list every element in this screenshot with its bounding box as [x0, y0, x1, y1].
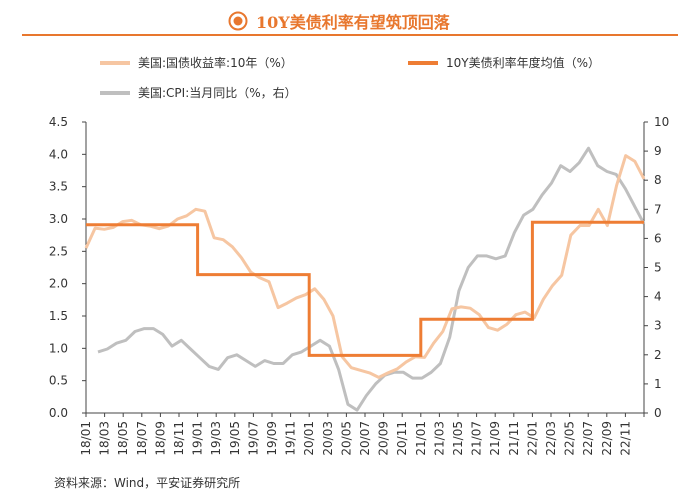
y-left-tick-label: 0.0 [49, 406, 68, 420]
chart-axes: 0.0 0.5 1.0 1.5 2.0 2.5 3.0 3.5 4.0 4.5 0 1 2 3 4 5 6 7 8 9… [49, 115, 669, 456]
y-right-tick-label: 8 [654, 173, 662, 187]
x-tick-label: 18/05 [116, 421, 130, 456]
x-tick-label: 20/11 [395, 421, 409, 456]
legend-label-yield: 美国:国债收益率:10年（%） [138, 56, 293, 70]
x-tick-label: 18/11 [172, 421, 186, 456]
chart-legend: 美国:国债收益率:10年（%） 10Y美债利率年度均值（%） 美国:CPI:当月… [0, 0, 700, 110]
chart-title: 10Y美债利率有望筑顶回落 [256, 13, 450, 32]
x-tick-label: 20/05 [339, 421, 353, 456]
title-row: 10Y美债利率有望筑顶回落 [0, 8, 700, 34]
legend-swatch-avg [408, 61, 438, 65]
chart-series [84, 146, 646, 412]
title-underline [22, 34, 678, 36]
legend-item-avg: 10Y美债利率年度均值（%） [408, 54, 668, 72]
annual-average-step-line [86, 220, 644, 357]
y-right-tick-label: 0 [654, 406, 662, 420]
x-tick-label: 21/03 [432, 421, 446, 456]
legend-swatch-yield [100, 61, 130, 65]
y-right-tick-label: 2 [654, 348, 662, 362]
x-tick-label: 21/05 [451, 421, 465, 456]
legend-item-cpi: 美国:CPI:当月同比（%，右） [100, 84, 380, 102]
y-left-tick-label: 0.5 [49, 374, 68, 388]
x-tick-label: 22/03 [544, 421, 558, 456]
x-tick-label: 18/09 [153, 421, 167, 456]
x-tick-label: 21/11 [507, 421, 521, 456]
legend-label-avg: 10Y美债利率年度均值（%） [446, 56, 601, 70]
x-tick-label: 19/09 [265, 421, 279, 456]
x-tick-label: 19/05 [228, 421, 242, 456]
x-tick-label: 22/05 [563, 421, 577, 456]
y-right-tick-label: 4 [654, 290, 662, 304]
target-circle-icon [228, 11, 248, 31]
legend-swatch-cpi [100, 91, 130, 95]
y-right-tick-label: 7 [654, 202, 662, 216]
yield-series-line [84, 154, 646, 379]
x-tick-label: 18/07 [135, 421, 149, 456]
x-tick-label: 19/01 [191, 421, 205, 456]
y-left-tick-label: 4.5 [49, 115, 68, 129]
x-tick-label: 20/09 [377, 421, 391, 456]
y-left-tick-label: 2.0 [49, 277, 68, 291]
y-right-tick-label: 1 [654, 377, 662, 391]
y-right-tick-label: 10 [654, 115, 669, 129]
x-tick-label: 20/01 [302, 421, 316, 456]
x-tick-label: 21/07 [470, 421, 484, 456]
x-tick-label: 22/07 [581, 421, 595, 456]
x-tick-label: 19/07 [246, 421, 260, 456]
cpi-series-line [97, 146, 646, 412]
y-left-tick-label: 2.5 [49, 244, 68, 258]
x-tick-label: 22/01 [525, 421, 539, 456]
x-tick-label: 22/11 [618, 421, 632, 456]
y-right-tick-label: 5 [654, 261, 662, 275]
y-left-tick-label: 4.0 [49, 147, 68, 161]
x-tick-label: 18/03 [98, 421, 112, 456]
x-tick-label: 21/01 [414, 421, 428, 456]
y-right-tick-label: 3 [654, 319, 662, 333]
x-tick-label: 20/03 [321, 421, 335, 456]
y-left-tick-label: 1.0 [49, 341, 68, 355]
legend-item-yield: 美国:国债收益率:10年（%） [100, 54, 380, 72]
y-right-tick-label: 9 [654, 144, 662, 158]
x-tick-label: 19/03 [209, 421, 223, 456]
legend-label-cpi: 美国:CPI:当月同比（%，右） [138, 86, 297, 100]
x-tick-label: 20/07 [358, 421, 372, 456]
x-tick-label: 19/11 [284, 421, 298, 456]
x-tick-label: 18/01 [79, 421, 93, 456]
x-tick-label: 22/09 [600, 421, 614, 456]
y-left-tick-label: 1.5 [49, 309, 68, 323]
y-left-tick-label: 3.5 [49, 180, 68, 194]
y-right-tick-label: 6 [654, 231, 662, 245]
source-note: 资料来源：Wind，平安证券研究所 [54, 476, 241, 490]
y-left-tick-label: 3.0 [49, 212, 68, 226]
x-tick-label: 21/09 [488, 421, 502, 456]
